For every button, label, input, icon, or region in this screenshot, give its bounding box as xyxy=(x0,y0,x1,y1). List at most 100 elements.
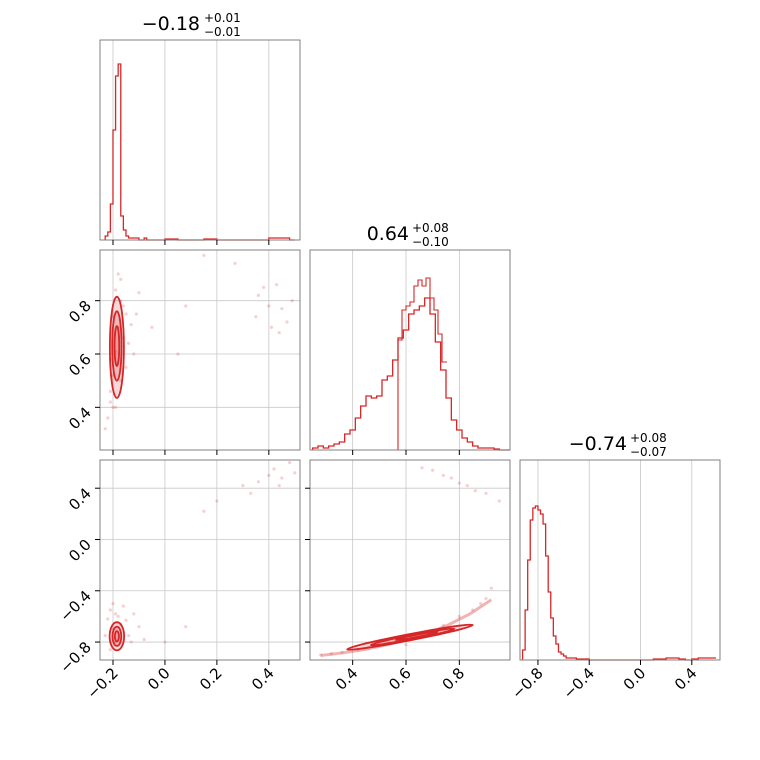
scatter-point-1-2-18 xyxy=(457,481,461,485)
scatter-point-0-2-7 xyxy=(126,634,131,638)
axes-frame-2-2 xyxy=(519,459,721,661)
scatter-point-1-2-1 xyxy=(329,651,333,656)
histogram-param-1-fine xyxy=(397,277,447,450)
scatter-point-0-2-25 xyxy=(108,648,112,652)
scatter-point-1-2-11 xyxy=(479,601,483,606)
scatter-point-0-2-8 xyxy=(132,612,136,616)
title-param-0-plus: +0.01 xyxy=(204,11,241,25)
scatter-point-0-1-8 xyxy=(137,291,141,295)
scatter-point-1-2-16 xyxy=(441,473,445,477)
scatter-point-0-2-13 xyxy=(202,509,206,513)
scatter-point-1-2-8 xyxy=(441,623,445,627)
contour-1-2-2 xyxy=(394,630,439,642)
scatter-point-0-1-14 xyxy=(116,272,120,276)
scatter-point-0-1-19 xyxy=(134,312,138,316)
scatter-point-0-2-26 xyxy=(111,601,115,606)
scatter-point-0-2-11 xyxy=(163,640,167,644)
scatter-point-0-2-28 xyxy=(124,618,128,622)
scatter-point-0-1-22 xyxy=(184,304,188,308)
scatter-point-0-2-17 xyxy=(267,473,271,477)
scatter-point-0-1-21 xyxy=(176,352,180,356)
scatter-point-1-2-20 xyxy=(497,499,501,503)
scatter-point-1-2-2 xyxy=(340,650,344,654)
scatter-point-0-1-7 xyxy=(129,323,133,327)
title-param-0-minus: −0.01 xyxy=(204,25,241,39)
scatter-point-0-1-23 xyxy=(202,253,206,257)
scatter-point-1-2-13 xyxy=(489,586,493,590)
scatter-point-0-2-16 xyxy=(256,480,261,484)
scatter-point-1-2-24 xyxy=(465,484,469,488)
title-param-2-minus: −0.07 xyxy=(630,445,667,459)
contour-0-1-1 xyxy=(111,310,123,382)
title-param-2-plus: +0.08 xyxy=(630,431,667,445)
scatter-point-0-2-15 xyxy=(241,484,245,488)
histogram-param-2 xyxy=(521,505,717,661)
contour-0-2-2 xyxy=(113,630,120,643)
panel-0-0 xyxy=(112,40,270,240)
title-param-1-minus: −0.10 xyxy=(412,235,449,249)
scatter-point-0-1-35 xyxy=(111,405,115,409)
axes-frame-2-1 xyxy=(309,459,511,661)
scatter-point-0-2-1 xyxy=(108,608,112,612)
scatter-point-1-2-22 xyxy=(404,643,408,647)
scatter-point-0-1-36 xyxy=(113,405,118,409)
scatter-point-0-2-19 xyxy=(280,476,284,480)
scatter-point-0-1-24 xyxy=(233,261,237,265)
scatter-point-0-2-18 xyxy=(272,467,276,471)
scatter-point-0-1-11 xyxy=(108,389,112,393)
scatter-point-0-1-29 xyxy=(280,307,284,311)
scatter-point-0-2-21 xyxy=(293,471,297,475)
scatter-point-0-2-4 xyxy=(116,614,120,619)
panel-1-0 xyxy=(100,250,300,450)
scatter-point-0-1-10 xyxy=(103,427,107,431)
scatter-point-1-2-10 xyxy=(471,608,475,612)
title-param-2: −0.74 xyxy=(569,433,627,455)
histogram-param-1 xyxy=(312,297,510,451)
title-param-1: 0.64 xyxy=(367,223,409,245)
title-param-1-plus: +0.08 xyxy=(412,221,449,235)
scatter-point-0-2-0 xyxy=(106,617,110,621)
title-param-0: −0.18 xyxy=(142,13,200,35)
scatter-point-0-2-24 xyxy=(103,634,107,638)
scatter-point-0-1-33 xyxy=(277,331,281,335)
scatter-point-0-2-12 xyxy=(184,625,188,629)
scatter-point-1-2-19 xyxy=(484,491,488,495)
scatter-point-0-1-25 xyxy=(256,293,261,297)
contour-0-2-1 xyxy=(111,625,123,647)
scatter-point-0-1-6 xyxy=(124,365,128,369)
scatter-point-1-2-17 xyxy=(449,476,453,480)
scatter-point-0-1-34 xyxy=(254,315,258,319)
panel-1-1 xyxy=(352,250,460,450)
contour-0-1-2 xyxy=(113,325,121,367)
scatter-point-1-2-9 xyxy=(457,614,461,619)
scatter-point-1-2-12 xyxy=(484,596,488,601)
scatter-point-0-2-10 xyxy=(142,637,146,642)
scatter-point-0-1-20 xyxy=(150,325,154,329)
scatter-point-0-2-23 xyxy=(249,491,253,495)
panel-2-1 xyxy=(310,460,510,660)
axes-frame-1-1 xyxy=(309,249,511,451)
scatter-point-1-2-25 xyxy=(473,489,477,493)
scatter-point-0-1-27 xyxy=(269,325,274,329)
scatter-point-1-2-14 xyxy=(420,466,424,470)
scatter-point-0-2-6 xyxy=(121,604,125,608)
axes-frame-1-0 xyxy=(99,249,301,451)
scatter-point-0-1-32 xyxy=(290,299,294,303)
scatter-point-0-1-17 xyxy=(126,341,131,345)
scatter-point-1-2-15 xyxy=(431,468,435,472)
scatter-point-0-2-27 xyxy=(113,612,118,616)
scatter-point-0-2-14 xyxy=(215,499,219,503)
scatter-point-0-1-15 xyxy=(119,277,123,281)
panel-2-0 xyxy=(100,460,300,660)
scatter-point-0-2-29 xyxy=(129,640,133,644)
scatter-point-0-1-26 xyxy=(267,304,271,308)
scatter-point-0-2-9 xyxy=(137,625,141,629)
scatter-point-0-2-20 xyxy=(288,460,292,465)
scatter-point-1-2-0 xyxy=(319,653,323,657)
scatter-point-0-1-28 xyxy=(275,283,279,287)
scatter-point-0-1-16 xyxy=(121,304,125,308)
scatter-point-0-1-31 xyxy=(285,320,289,324)
scatter-point-0-1-0 xyxy=(108,400,112,404)
axes-frame-0-0 xyxy=(99,39,301,241)
